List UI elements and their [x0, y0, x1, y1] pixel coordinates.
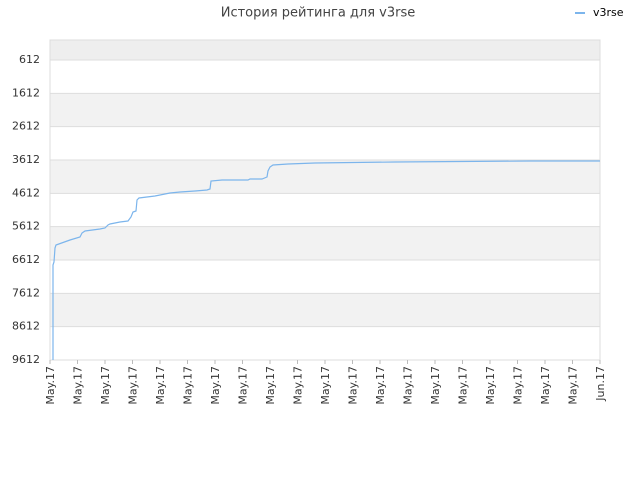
- x-tick-label: May.17: [374, 366, 387, 405]
- y-tick-label: 1612: [12, 86, 40, 99]
- x-tick-label: May.17: [484, 366, 497, 405]
- band: [50, 226, 600, 260]
- legend-label: v3rse: [593, 6, 624, 19]
- x-tick-label: May.17: [127, 366, 140, 405]
- x-tick-label: May.17: [44, 366, 57, 405]
- x-tick-label: May.17: [182, 366, 195, 405]
- x-tick-label: May.17: [512, 366, 525, 405]
- band: [50, 160, 600, 194]
- chart-title: История рейтинга для v3rse: [221, 6, 416, 21]
- band: [50, 93, 600, 127]
- x-tick-label: May.17: [457, 366, 470, 405]
- band: [50, 40, 600, 60]
- x-tick-label: May.17: [264, 366, 277, 405]
- x-tick-label: May.17: [154, 366, 167, 405]
- x-tick-label: May.17: [539, 366, 552, 405]
- x-tick-label: May.17: [292, 366, 305, 405]
- band: [50, 293, 600, 327]
- y-tick-label: 2612: [12, 120, 40, 133]
- band: [50, 60, 600, 94]
- x-tick-label: May.17: [319, 366, 332, 405]
- band: [50, 260, 600, 294]
- data-line: [52, 160, 600, 360]
- x-tick-label: May.17: [237, 366, 250, 405]
- band: [50, 193, 600, 227]
- x-tick-label: Jun.17: [594, 366, 607, 402]
- band: [50, 126, 600, 160]
- y-tick-label: 8612: [12, 320, 40, 333]
- x-tick-label: May.17: [402, 366, 415, 405]
- x-tick-label: May.17: [99, 366, 112, 405]
- x-tick-label: May.17: [209, 366, 222, 405]
- y-tick-label: 3612: [12, 153, 40, 166]
- band: [50, 326, 600, 360]
- x-tick-label: May.17: [347, 366, 360, 405]
- x-tick-label: May.17: [567, 366, 580, 405]
- y-tick-label: 5612: [12, 220, 40, 233]
- y-tick-label: 9612: [12, 353, 40, 366]
- y-tick-label: 7612: [12, 286, 40, 299]
- y-tick-label: 4612: [12, 186, 40, 199]
- x-tick-label: May.17: [72, 366, 85, 405]
- y-tick-label: 6612: [12, 253, 40, 266]
- y-tick-label: 612: [19, 53, 40, 66]
- x-tick-label: May.17: [429, 366, 442, 405]
